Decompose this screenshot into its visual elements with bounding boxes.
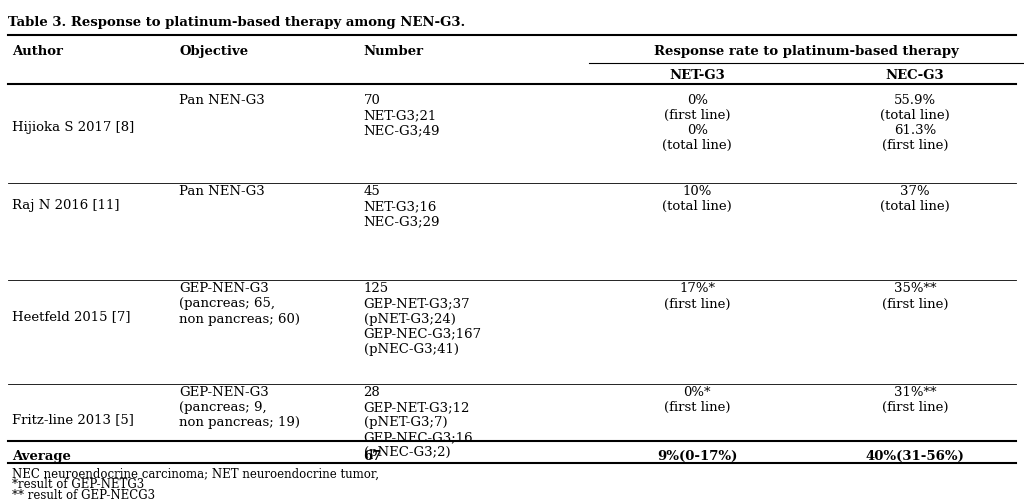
Text: Author: Author [12,45,63,58]
Text: 9%(0-17%): 9%(0-17%) [657,450,737,463]
Text: 10%
(total line): 10% (total line) [663,185,732,213]
Text: NEC-G3: NEC-G3 [886,69,944,82]
Text: ** result of GEP-NECG3: ** result of GEP-NECG3 [12,489,156,500]
Text: NEC neuroendocrine carcinoma; NET neuroendocrine tumor,: NEC neuroendocrine carcinoma; NET neuroe… [12,468,379,480]
Text: Heetfeld 2015 [7]: Heetfeld 2015 [7] [12,310,131,323]
Text: 70
NET-G3;21
NEC-G3;49: 70 NET-G3;21 NEC-G3;49 [364,94,440,137]
Text: *result of GEP-NETG3: *result of GEP-NETG3 [12,478,144,491]
Text: Number: Number [364,45,424,58]
Text: 31%**
(first line): 31%** (first line) [882,386,948,414]
Text: Fritz-line 2013 [5]: Fritz-line 2013 [5] [12,414,134,426]
Text: Raj N 2016 [11]: Raj N 2016 [11] [12,199,120,212]
Text: NET-G3: NET-G3 [670,69,725,82]
Text: Pan NEN-G3: Pan NEN-G3 [179,185,265,198]
Text: 17%*
(first line): 17%* (first line) [665,282,730,310]
Text: 28
GEP-NET-G3;12
(pNET-G3;7)
GEP-NEC-G3;16
(pNEC-G3;2): 28 GEP-NET-G3;12 (pNET-G3;7) GEP-NEC-G3;… [364,386,473,459]
Text: 0%
(first line)
0%
(total line): 0% (first line) 0% (total line) [663,94,732,152]
Text: Average: Average [12,450,71,463]
Text: GEP-NEN-G3
(pancreas; 65,
non pancreas; 60): GEP-NEN-G3 (pancreas; 65, non pancreas; … [179,282,300,326]
Text: Hijioka S 2017 [8]: Hijioka S 2017 [8] [12,122,134,134]
Text: GEP-NEN-G3
(pancreas; 9,
non pancreas; 19): GEP-NEN-G3 (pancreas; 9, non pancreas; 1… [179,386,300,429]
Text: 125
GEP-NET-G3;37
(pNET-G3;24)
GEP-NEC-G3;167
(pNEC-G3;41): 125 GEP-NET-G3;37 (pNET-G3;24) GEP-NEC-G… [364,282,481,356]
Text: 67: 67 [364,450,382,463]
Text: 0%*
(first line): 0%* (first line) [665,386,730,414]
Text: Objective: Objective [179,45,249,58]
Text: 37%
(total line): 37% (total line) [880,185,950,213]
Text: 55.9%
(total line)
61.3%
(first line): 55.9% (total line) 61.3% (first line) [880,94,950,152]
Text: Pan NEN-G3: Pan NEN-G3 [179,94,265,107]
Text: Table 3. Response to platinum-based therapy among NEN-G3.: Table 3. Response to platinum-based ther… [8,16,466,29]
Text: Response rate to platinum-based therapy: Response rate to platinum-based therapy [654,45,958,58]
Text: 40%(31-56%): 40%(31-56%) [865,450,965,463]
Text: 45
NET-G3;16
NEC-G3;29: 45 NET-G3;16 NEC-G3;29 [364,185,440,228]
Text: 35%**
(first line): 35%** (first line) [882,282,948,310]
